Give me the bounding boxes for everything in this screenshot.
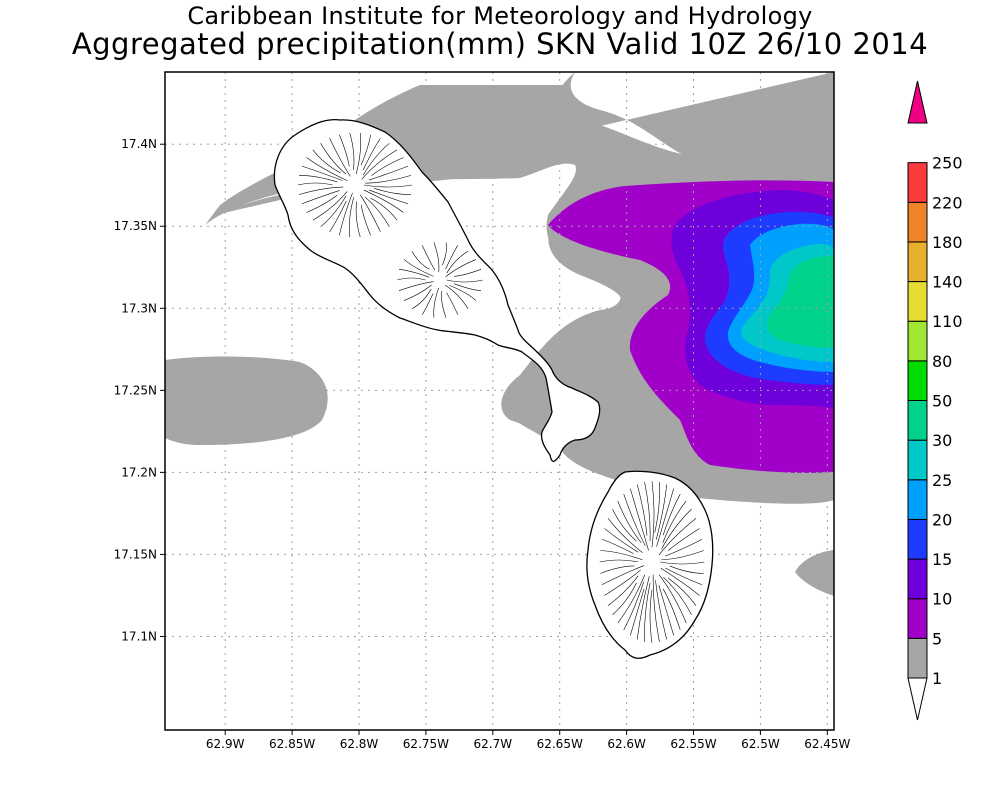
- colorbar-segment: [907, 558, 928, 600]
- colorbar-label: 25: [932, 471, 952, 490]
- colorbar-segment: [907, 162, 928, 203]
- x-tick-label: 62.75W: [403, 737, 449, 751]
- colorbar-segment: [907, 201, 928, 243]
- colorbar-segment: [907, 479, 928, 520]
- colorbar-label: 110: [932, 312, 963, 331]
- colorbar-label: 1: [932, 669, 942, 688]
- x-tick-label: 62.9W: [206, 737, 245, 751]
- colorbar-label: 140: [932, 273, 963, 292]
- colorbar-segment: [907, 598, 928, 639]
- contour-30mm: [767, 255, 834, 348]
- colorbar-segment: [907, 281, 928, 322]
- colorbar-segment: [907, 439, 928, 481]
- colorbar-label: 5: [932, 629, 942, 648]
- y-tick-label: 17.1N: [121, 629, 157, 643]
- y-tick-label: 17.15N: [114, 547, 157, 561]
- colorbar-label: 80: [932, 352, 952, 371]
- colorbar-label: 15: [932, 550, 952, 569]
- colorbar-high-arrow: [907, 80, 928, 124]
- colorbar-label: 30: [932, 431, 952, 450]
- y-tick-label: 17.3N: [121, 301, 157, 315]
- map-title: Caribbean Institute for Meteorology and …: [187, 2, 813, 30]
- colorbar-segment: [907, 518, 928, 560]
- x-tick-label: 62.65W: [537, 737, 583, 751]
- x-axis: 62.9W 62.85W 62.8W 62.75W 62.7W 62.65W 62.6W 62…: [206, 730, 851, 751]
- colorbar-segment: [907, 360, 928, 402]
- map-frame: [164, 71, 835, 731]
- colorbar-segment: [907, 320, 928, 362]
- colorbar-label: 250: [932, 154, 963, 173]
- y-tick-label: 17.2N: [121, 465, 157, 479]
- colorbar-label: 20: [932, 510, 952, 529]
- contour-1mm-west: [165, 356, 328, 445]
- x-tick-label: 62.7W: [474, 737, 513, 751]
- x-tick-label: 62.85W: [269, 737, 315, 751]
- y-tick-label: 17.4N: [121, 137, 157, 151]
- island-st-kitts: [273, 119, 601, 463]
- colorbar-label: 180: [932, 233, 963, 252]
- x-tick-label: 62.5W: [741, 737, 780, 751]
- colorbar-segment: [907, 241, 928, 283]
- colorbar-segment: [907, 400, 928, 441]
- islands: [273, 119, 714, 659]
- colorbar-segment: [907, 637, 928, 679]
- island-nevis: [586, 470, 714, 659]
- y-tick-label: 17.25N: [114, 383, 157, 397]
- colorbar-low-arrow: [907, 677, 928, 721]
- y-axis: 17.4N 17.35N 17.3N 17.25N 17.2N 17.15N 17.1N: [114, 137, 165, 643]
- map-subtitle: Aggregated precipitation(mm) SKN Valid 1…: [71, 27, 929, 61]
- contour-1mm-southeast: [795, 550, 834, 596]
- x-tick-label: 62.45W: [804, 737, 850, 751]
- colorbar-label: 10: [932, 590, 952, 609]
- x-tick-label: 62.6W: [607, 737, 646, 751]
- colorbar-label: 220: [932, 193, 963, 212]
- colorbar-label: 50: [932, 392, 952, 411]
- x-tick-label: 62.55W: [670, 737, 716, 751]
- y-tick-label: 17.35N: [114, 219, 157, 233]
- x-tick-label: 62.8W: [340, 737, 379, 751]
